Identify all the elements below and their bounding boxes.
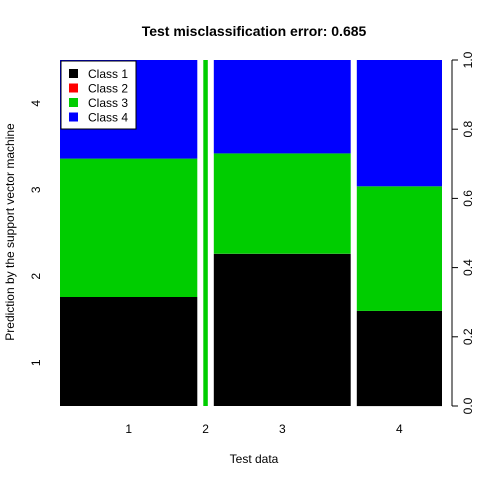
bar-segment-col3-class1 bbox=[213, 253, 351, 406]
y-left-tick-label: 4 bbox=[29, 100, 43, 107]
y-axis-label: Prediction by the support vector machine bbox=[3, 123, 17, 341]
bar-segment-col4-class4 bbox=[356, 60, 442, 187]
bar-segment-col4-class1 bbox=[356, 310, 442, 407]
bars-group bbox=[60, 60, 442, 407]
legend-swatch-4 bbox=[69, 112, 78, 122]
legend-label-4: Class 4 bbox=[88, 111, 128, 125]
bar-segment-col3-class3 bbox=[213, 153, 351, 254]
bar-segment-col2-class3 bbox=[203, 60, 208, 406]
bar-segment-col3-class4 bbox=[213, 60, 351, 154]
y-left-tick-label: 2 bbox=[29, 273, 43, 280]
x-tick-label: 1 bbox=[125, 422, 132, 436]
legend-label-2: Class 2 bbox=[88, 82, 128, 96]
chart-title: Test misclassification error: 0.685 bbox=[142, 23, 367, 39]
y-right-tick-label: 0.0 bbox=[461, 397, 475, 414]
y-right-tick-label: 0.8 bbox=[461, 121, 475, 138]
bar-segment-col4-class3 bbox=[356, 186, 442, 311]
legend-swatch-2 bbox=[69, 83, 78, 93]
y-right-tick-label: 0.2 bbox=[461, 328, 475, 345]
y-right-tick-label: 0.4 bbox=[461, 259, 475, 276]
y-right-axis: 0.0 0.2 0.4 0.6 0.8 1.0 bbox=[451, 51, 475, 414]
bar-segment-col1-class1 bbox=[60, 297, 198, 406]
x-axis-label: Test data bbox=[230, 452, 279, 466]
x-tick-labels: 1 2 3 4 bbox=[125, 422, 403, 436]
y-right-tick-label: 0.6 bbox=[461, 190, 475, 207]
bar-segment-col1-class3 bbox=[60, 158, 198, 297]
legend-label-1: Class 1 bbox=[88, 67, 128, 81]
y-left-axis: 1 2 3 4 bbox=[29, 100, 43, 366]
legend-swatch-3 bbox=[69, 98, 78, 107]
y-left-tick-label: 1 bbox=[29, 359, 43, 366]
y-right-tick-label: 1.0 bbox=[461, 51, 475, 68]
x-tick-label: 4 bbox=[396, 422, 403, 436]
legend-swatch-1 bbox=[69, 69, 78, 78]
x-tick-label: 2 bbox=[202, 422, 209, 436]
legend-label-3: Class 3 bbox=[88, 96, 128, 110]
y-left-tick-label: 3 bbox=[29, 186, 43, 193]
x-tick-label: 3 bbox=[279, 422, 286, 436]
